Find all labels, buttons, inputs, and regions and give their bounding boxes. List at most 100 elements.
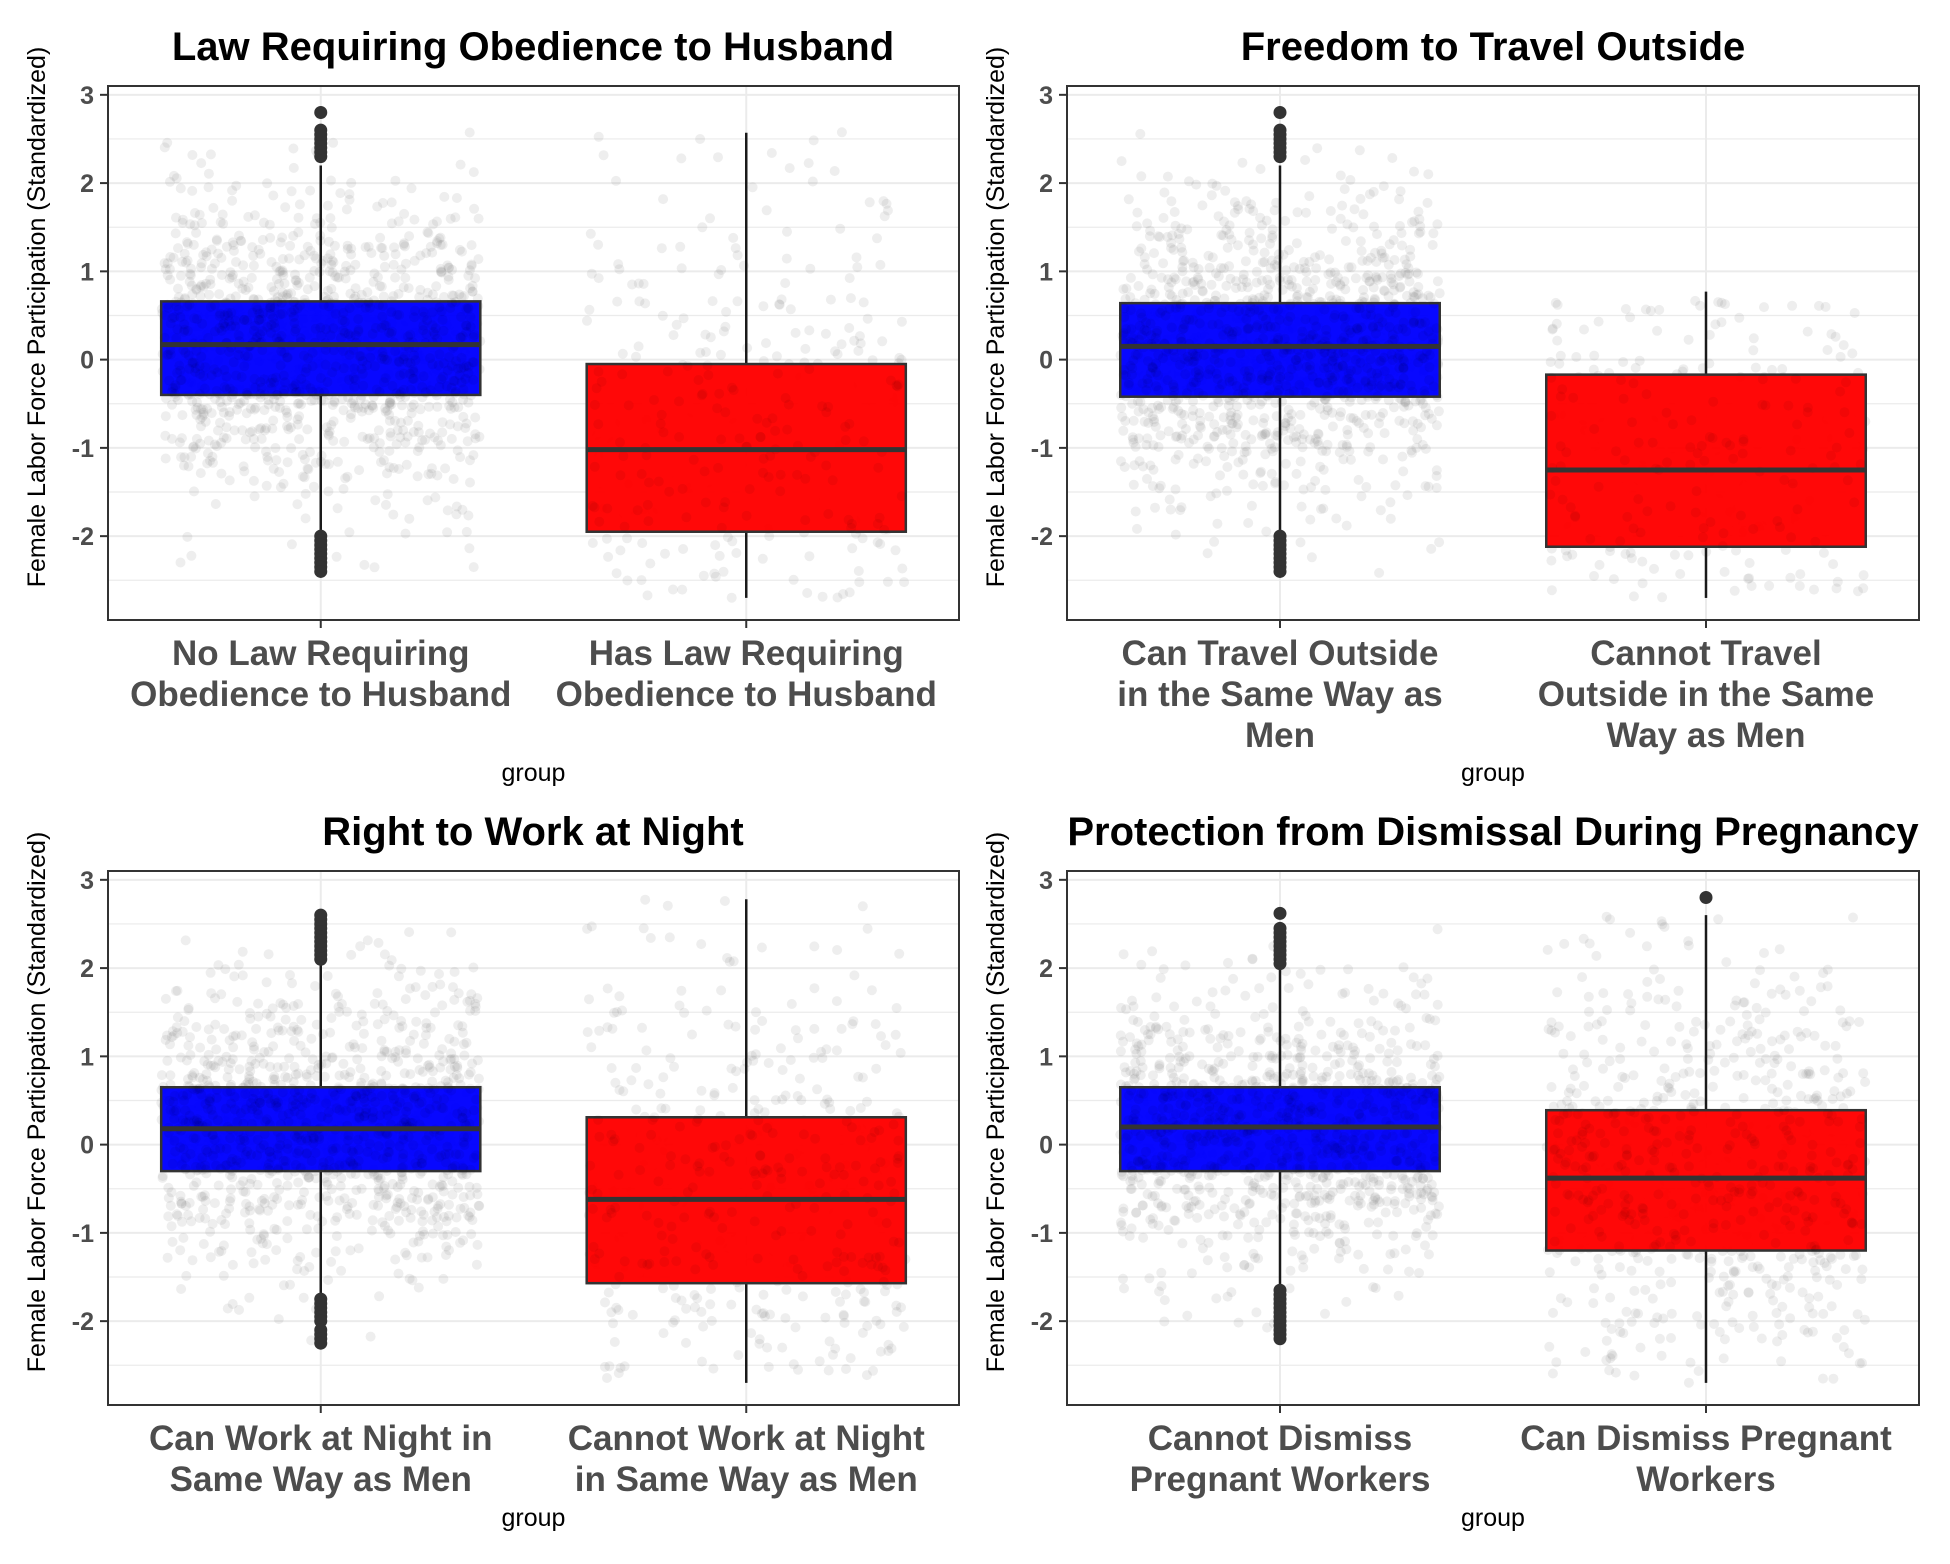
box-texture-point	[1431, 323, 1441, 333]
box-texture-point	[1226, 357, 1236, 367]
box-texture-point	[1662, 457, 1672, 467]
box-texture-point	[1141, 318, 1151, 328]
jitter-point	[1836, 352, 1846, 362]
jitter-point	[474, 1074, 484, 1084]
jitter-point	[1720, 567, 1730, 577]
jitter-point	[386, 428, 396, 438]
box-texture-point	[395, 370, 405, 380]
jitter-point	[1428, 240, 1438, 250]
box-texture-point	[1234, 306, 1244, 316]
jitter-point	[302, 424, 312, 434]
jitter-point	[335, 1196, 345, 1206]
jitter-point	[859, 297, 869, 307]
box-texture-point	[1352, 323, 1362, 333]
jitter-point	[299, 1293, 309, 1303]
box-texture-point	[293, 303, 303, 313]
jitter-point	[298, 450, 308, 460]
y-tick-label: 3	[1039, 82, 1053, 110]
jitter-point	[406, 1205, 416, 1215]
jitter-point	[249, 1045, 259, 1055]
jitter-point	[235, 1064, 245, 1074]
box-texture-point	[1589, 424, 1599, 434]
jitter-point	[804, 158, 814, 168]
jitter-point	[470, 429, 480, 439]
jitter-point	[1151, 422, 1161, 432]
jitter-point	[218, 1057, 228, 1067]
jitter-point	[305, 186, 315, 196]
jitter-point	[1281, 459, 1291, 469]
jitter-point	[1131, 442, 1141, 452]
box-texture-point	[1210, 355, 1220, 365]
jitter-point	[1358, 285, 1368, 295]
jitter-point	[323, 486, 333, 496]
jitter-point	[863, 314, 873, 324]
jitter-point	[287, 978, 297, 988]
box-texture-point	[1138, 379, 1148, 389]
jitter-point	[339, 437, 349, 447]
jitter-point	[1589, 351, 1599, 361]
jitter-point	[415, 251, 425, 261]
jitter-point	[711, 572, 721, 582]
y-axis-label: Female Labor Force Participation (Standa…	[982, 47, 1010, 588]
jitter-point	[1191, 180, 1201, 190]
box-texture-point	[729, 385, 739, 395]
jitter-point	[1641, 305, 1651, 315]
jitter-point	[465, 455, 475, 465]
box-texture-point	[182, 301, 192, 311]
jitter-point	[326, 1257, 336, 1267]
jitter-point	[223, 1072, 233, 1082]
jitter-point	[849, 336, 859, 346]
box-texture-point	[451, 356, 461, 366]
box-texture-point	[378, 301, 388, 311]
jitter-point	[1280, 421, 1290, 431]
jitter-point	[748, 182, 758, 192]
jitter-point	[1821, 302, 1831, 312]
jitter-point	[423, 288, 433, 298]
box-texture-point	[1413, 358, 1423, 368]
jitter-point	[239, 461, 249, 471]
jitter-point	[1413, 269, 1423, 279]
box-texture-point	[1708, 397, 1718, 407]
jitter-point	[1188, 405, 1198, 415]
jitter-point	[897, 564, 907, 574]
jitter-point	[1284, 280, 1294, 290]
jitter-point	[372, 988, 382, 998]
box-texture-point	[1313, 378, 1323, 388]
x-tick-label-line: Obedience to Husband	[556, 675, 937, 714]
box-texture-point	[1323, 380, 1333, 390]
jitter-point	[271, 262, 281, 272]
jitter-point	[218, 219, 228, 229]
box-texture-point	[282, 353, 292, 363]
jitter-point	[470, 273, 480, 283]
jitter-point	[1159, 188, 1169, 198]
jitter-point	[1204, 444, 1214, 454]
jitter-point	[176, 1284, 186, 1294]
box-texture-point	[1570, 512, 1580, 522]
box-texture-point	[716, 434, 726, 444]
box-texture-point	[1757, 400, 1767, 410]
jitter-point	[206, 1252, 216, 1262]
jitter-point	[284, 1200, 294, 1210]
jitter-point	[1340, 184, 1350, 194]
jitter-point	[168, 1237, 178, 1247]
box-texture-point	[311, 324, 321, 334]
jitter-point	[317, 1217, 327, 1227]
box-texture-point	[419, 371, 429, 381]
jitter-point	[167, 1221, 177, 1231]
jitter-point	[271, 455, 281, 465]
jitter-point	[1267, 444, 1277, 454]
jitter-point	[865, 197, 875, 207]
jitter-point	[288, 144, 298, 154]
jitter-point	[1297, 502, 1307, 512]
jitter-point	[467, 240, 477, 250]
jitter-point	[1403, 490, 1413, 500]
box-texture-point	[212, 367, 222, 377]
box-texture-point	[593, 419, 603, 429]
jitter-point	[253, 999, 263, 1009]
box-texture-point	[324, 301, 334, 311]
jitter-point	[1127, 399, 1137, 409]
box-texture-point	[758, 468, 768, 478]
jitter-point	[189, 240, 199, 250]
box-texture-point	[428, 359, 438, 369]
